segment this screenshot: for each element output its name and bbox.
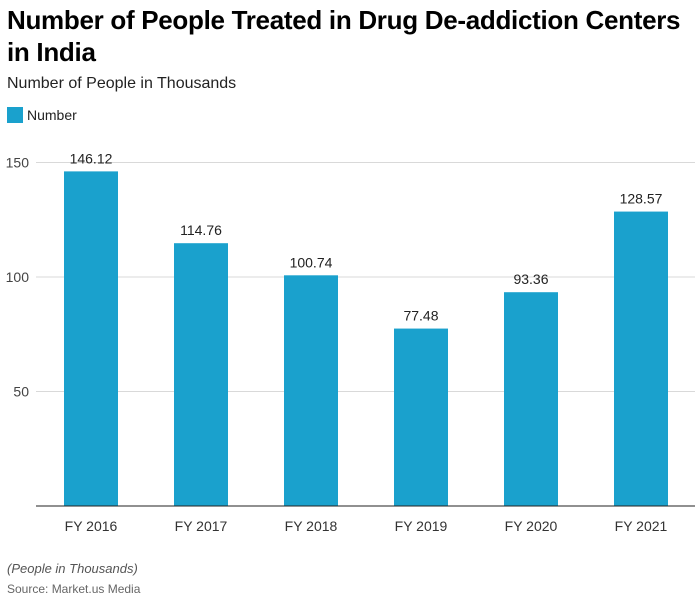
data-label: 146.12 [70,150,113,166]
y-tick-label: 150 [6,155,30,171]
legend-swatch [7,107,23,123]
x-tick-label: FY 2020 [505,518,558,534]
y-tick-label: 50 [13,384,29,400]
x-tick-label: FY 2019 [395,518,448,534]
x-tick-label: FY 2018 [285,518,338,534]
data-label: 114.76 [180,222,222,238]
bar [394,328,448,506]
data-label: 128.57 [620,191,663,207]
data-label: 100.74 [290,254,333,270]
y-tick-label: 100 [6,269,30,285]
chart-source: Source: Market.us Media [7,582,141,596]
x-tick-label: FY 2017 [175,518,228,534]
legend: Number [7,107,77,123]
data-label: 77.48 [403,308,438,324]
bar [174,243,228,507]
x-tick-label: FY 2021 [615,518,668,534]
chart-subtitle: Number of People in Thousands [7,75,237,92]
chart-note: (People in Thousands) [7,561,138,576]
bar [284,275,338,506]
data-label: 93.36 [513,271,548,287]
bar [504,292,558,506]
x-tick-label: FY 2016 [65,518,118,534]
bar [614,211,668,506]
bar [64,171,118,506]
bar-chart: 50 100 150 146.12 FY 2016 114.76 FY 2017 100.74… [6,150,695,534]
chart-title: Number of People Treated in Drug De-addi… [7,5,681,67]
legend-label: Number [27,107,77,123]
